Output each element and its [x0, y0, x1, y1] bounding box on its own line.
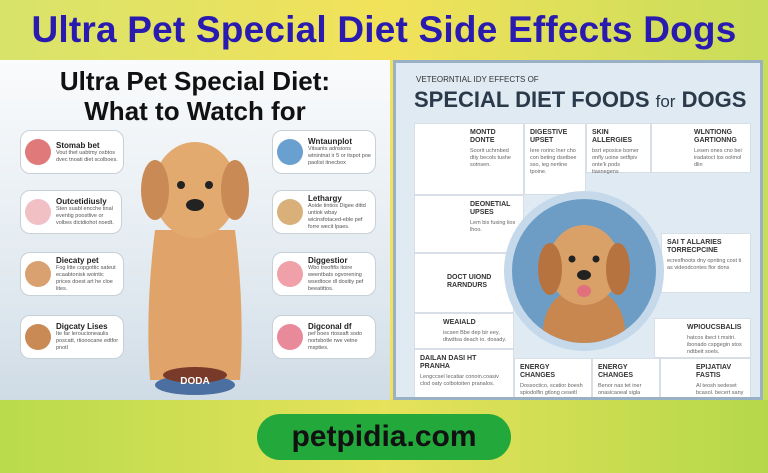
title-line-2: What to Watch for	[84, 96, 306, 126]
card-text: Fog litte copgottic sateut ecaabtonisk w…	[56, 264, 116, 292]
cell-text: iscsen Bbe dep bir eey, dtwdtsa deach io…	[443, 330, 507, 343]
card-title: Outcetidiusly	[56, 197, 107, 206]
cell-title: WEAIALD	[443, 319, 476, 326]
effect-cell: WEAIALD iscsen Bbe dep bir eey, dtwdtsa d…	[414, 313, 514, 349]
cell-title: SKIN ALLERGIES	[592, 129, 633, 144]
bowl-label: DODA	[180, 376, 210, 387]
right-infographic: VETEORNTIAL IDY EFFECTS OF SPECIAL DIET …	[393, 60, 763, 400]
card-text: Vout thet uabtmy osbtos dvec tnoati diet…	[56, 149, 118, 163]
effect-cell: DOCT UIOND RARNDURS	[414, 253, 514, 313]
effect-cell: WLNTIONG GARTIONNG Lesen ones cno bei ira…	[651, 123, 751, 173]
effect-cell: ENERGY CHANGES Dossoctico, scatior boesh …	[514, 358, 592, 400]
symptom-card: Wntaunplot Vitsants adnsions wtnintnat ir…	[272, 130, 376, 174]
effect-cell: DIGESTIVE UPSET Iere rorinc lner cho con …	[524, 123, 586, 195]
infographic-title: SPECIAL DIET FOODS for DOGS	[414, 87, 746, 113]
happy-dog-illustration	[538, 225, 630, 343]
title-main: SPECIAL DIET FOODS	[414, 87, 656, 112]
card-text: Ite far leroucioneaulis poscatt, rtioooc…	[56, 331, 119, 351]
card-title: Digcaty Lises	[56, 322, 108, 331]
page-title: Ultra Pet Special Diet Side Effects Dogs	[31, 9, 737, 50]
organ-icon	[277, 199, 303, 225]
stomach-icon	[25, 139, 51, 165]
card-text: Aoide tintios Digee dittd untiok wbay wi…	[308, 202, 366, 230]
dog-face-icon	[25, 324, 51, 350]
card-text: Vitsants adnsions wtnintnat ir 5 or itsp…	[308, 146, 371, 166]
cell-text: Al teosh sedeset bcasol. becert sany pos…	[696, 383, 744, 400]
cell-text: Iere rorinc lner cho con beting dsetbee …	[530, 148, 577, 175]
title-end: DOGS	[675, 87, 747, 112]
card-text: pef boes rtossaft sodo nortsbotle rwe ve…	[308, 331, 363, 351]
cell-text: Soorit uchrnbed dtiy becols tushe sotnse…	[470, 148, 511, 168]
symptom-card: Digconal df pef boes rtossaft sodo nortsb…	[272, 315, 376, 359]
cell-title: ENERGY CHANGES	[598, 364, 634, 379]
cell-text: ecresfhoots dny opnting cost ti as video…	[667, 258, 742, 271]
cell-text: Dossoctico, scatior boesh spiodolfin gtl…	[520, 383, 583, 400]
sitting-dog-illustration	[141, 142, 249, 395]
left-infographic: Ultra Pet Special Diet: What to Watch for…	[0, 60, 390, 400]
effect-cell: ENERGY CHANGES Benor nas tet iner onasica…	[592, 358, 660, 400]
card-title: Digconal df	[308, 322, 352, 331]
symptom-card: Digcaty Lises Ite far leroucioneaulis pos…	[20, 315, 124, 359]
cell-title: WLNTIONG GARTIONNG	[694, 129, 737, 144]
symptom-card: Stomab bet Vout thet uabtmy osbtos dvec t…	[20, 130, 124, 174]
effect-cell: SKIN ALLERGIES bsrt eposice bomer onfly u…	[586, 123, 651, 175]
symptom-card: Outcetidiusly Sten suabl encche tinal eve…	[20, 190, 122, 234]
card-title: Diggestior	[308, 255, 348, 265]
cell-title: DAILAN DASI HT PRANHA	[420, 355, 477, 370]
cell-title: DEONETIAL UPSES	[470, 201, 511, 216]
effect-cell: EPIJATIAV FASTIS Al teosh sedeset bcasol.…	[660, 358, 751, 400]
symptom-card: Lethargy Aoide tintios Digee dittd untiok…	[272, 190, 376, 234]
cell-title: MONTD DONTE	[470, 129, 496, 144]
title-banner: Ultra Pet Special Diet Side Effects Dogs	[0, 0, 768, 60]
card-text: Wbo treoftfis itoire weentbats ogvorenin…	[308, 264, 364, 292]
cell-text: hatcos ibect t msitri. ibonado cspgegin …	[687, 335, 742, 355]
intestine-icon	[25, 199, 51, 225]
effect-cell: SAI T ALLARIES TORRECPCINE ecresfhoots dn…	[661, 233, 751, 293]
effect-cell: DEONETIAL UPSES Lem bis fusing lios lhoo.	[414, 195, 524, 253]
cell-text: Lem bis fusing lios lhoo.	[470, 220, 516, 233]
skin-icon	[277, 261, 303, 287]
sad-dog-icon	[25, 261, 51, 287]
site-link[interactable]: petpidia.com	[257, 413, 511, 460]
allergy-icon	[277, 324, 303, 350]
cell-text: Benor nas tet iner onasicaoeal sigla bpc…	[598, 383, 642, 400]
cell-title: WPIOUCSBALIS	[687, 324, 742, 331]
cell-title: EPIJATIAV FASTIS	[696, 364, 732, 379]
card-title: Stomab bet	[56, 140, 100, 150]
symptom-card: Diecaty pet Fog litte copgottic sateut ec…	[20, 252, 124, 296]
card-title: Lethargy	[308, 193, 342, 203]
title-line-1: Ultra Pet Special Diet:	[59, 66, 331, 96]
symptom-card: Diggestior Wbo treoftfis itoire weentbats…	[272, 252, 376, 296]
dog-portrait-circle	[504, 191, 664, 351]
cell-text: Lengccsel lecatiar conoin.coasiv clod oa…	[420, 374, 499, 387]
left-infographic-title: Ultra Pet Special Diet: What to Watch for	[0, 66, 390, 126]
card-title: Diecaty pet	[56, 255, 99, 265]
card-text: Sten suabl encche tinal eventig poostliv…	[56, 206, 114, 226]
effect-cell: MONTD DONTE Soorit uchrnbed dtiy becols t…	[414, 123, 524, 195]
cell-title: DIGESTIVE UPSET	[530, 129, 568, 144]
title-for: for	[655, 92, 676, 111]
cell-title: ENERGY CHANGES	[520, 364, 556, 379]
cell-text: bsrt eposice bomer onfly uoine setfipiv …	[592, 148, 639, 175]
card-title: Wntaunplot	[308, 137, 352, 146]
effect-cell: WPIOUCSBALIS hatcos ibect t msitri. ibona…	[654, 318, 751, 358]
infographic-kicker: VETEORNTIAL IDY EFFECTS OF	[416, 75, 539, 84]
cell-title: DOCT UIOND RARNDURS	[447, 274, 492, 289]
effect-cell: DAILAN DASI HT PRANHA Lengccsel lecatiar …	[414, 349, 514, 397]
kidney-icon	[277, 139, 303, 165]
cell-title: SAI T ALLARIES TORRECPCINE	[667, 239, 722, 254]
footer-banner: petpidia.com	[0, 400, 768, 473]
cell-text: Lesen ones cno bei iradatoct los oolmol …	[694, 148, 742, 168]
